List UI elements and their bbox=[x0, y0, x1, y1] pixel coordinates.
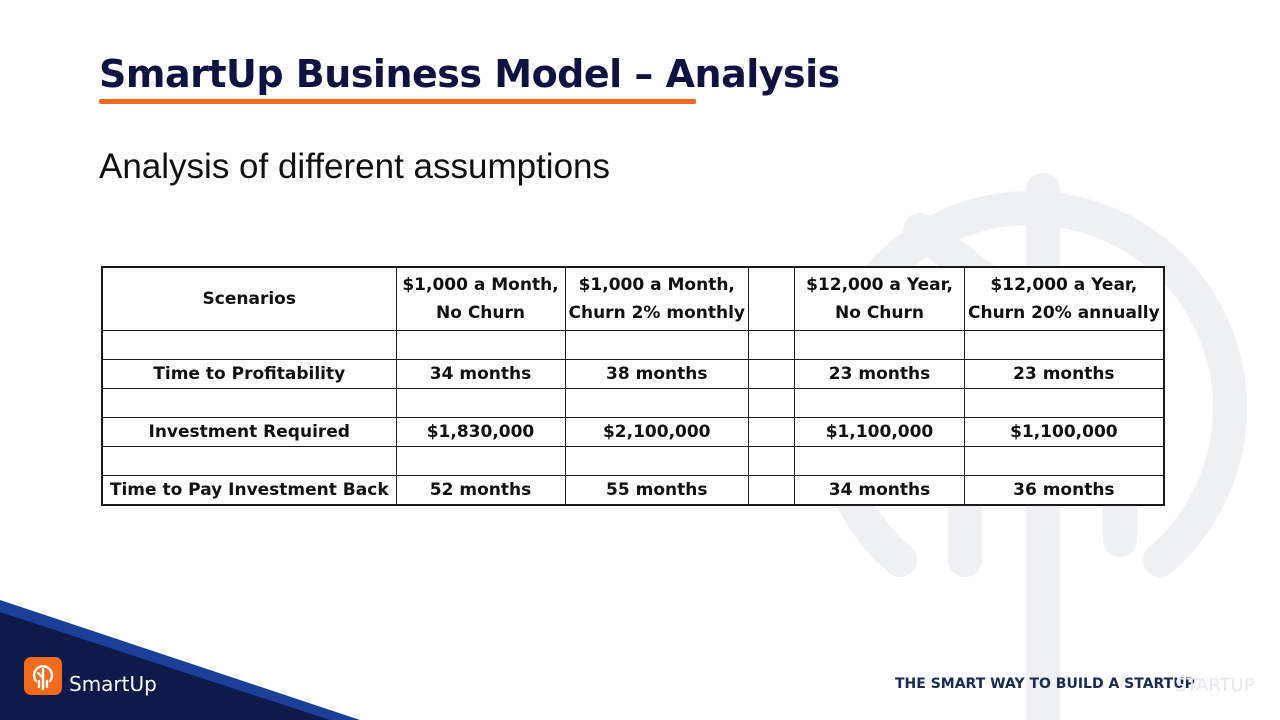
table-cell-gap bbox=[748, 417, 795, 447]
footer-tagline: THE SMART WAY TO BUILD A STARTUP bbox=[895, 676, 1195, 692]
page-subtitle: Analysis of different assumptions bbox=[99, 147, 611, 186]
header-col-1-line-1: $1,000 a Month, bbox=[402, 275, 559, 295]
header-gap bbox=[748, 266, 795, 331]
header-col-3-line-2: No Churn bbox=[835, 303, 924, 323]
page-title: SmartUp Business Model – Analysis bbox=[99, 52, 840, 96]
header-col-1-line-2: No Churn bbox=[436, 303, 525, 323]
table-row: Time to Pay Investment Back 52 months 55… bbox=[101, 475, 1165, 506]
table-cell-gap bbox=[748, 475, 795, 506]
table-cell: 52 months bbox=[395, 475, 566, 506]
header-col-1: $1,000 a Month, No Churn bbox=[395, 266, 566, 331]
table-spacer-row bbox=[101, 330, 1165, 360]
smartup-logo-icon bbox=[24, 657, 62, 695]
title-underline bbox=[99, 99, 696, 104]
row-label: Time to Pay Investment Back bbox=[101, 475, 397, 506]
header-col-4-line-2: Churn 20% annually bbox=[968, 303, 1160, 323]
table-spacer-row bbox=[101, 446, 1165, 476]
table-row: Time to Profitability 34 months 38 month… bbox=[101, 359, 1165, 389]
scenario-table-container: Scenarios $1,000 a Month, No Churn $1,00… bbox=[101, 266, 1165, 506]
row-label: Time to Profitability bbox=[101, 359, 397, 389]
table-cell: 23 months bbox=[963, 359, 1165, 389]
header-scenarios: Scenarios bbox=[101, 266, 397, 331]
table-cell: $1,830,000 bbox=[395, 417, 566, 447]
header-col-4-line-1: $12,000 a Year, bbox=[990, 275, 1138, 295]
table-cell: $1,100,000 bbox=[963, 417, 1165, 447]
header-col-2-line-2: Churn 2% monthly bbox=[568, 303, 746, 323]
footer-corner-shape bbox=[0, 600, 360, 720]
logo-text: SmartUp bbox=[69, 672, 157, 696]
table-cell: 34 months bbox=[794, 475, 965, 506]
footer-tagline-ghost: STARTUP bbox=[1175, 675, 1255, 696]
table-cell: $2,100,000 bbox=[564, 417, 749, 447]
header-col-4: $12,000 a Year, Churn 20% annually bbox=[963, 266, 1165, 331]
table-spacer-row bbox=[101, 388, 1165, 418]
scenario-table: Scenarios $1,000 a Month, No Churn $1,00… bbox=[101, 266, 1165, 506]
table-cell: 38 months bbox=[564, 359, 749, 389]
table-cell: 36 months bbox=[963, 475, 1165, 506]
header-col-2-line-1: $1,000 a Month, bbox=[578, 275, 735, 295]
table-cell: 23 months bbox=[794, 359, 965, 389]
header-col-3: $12,000 a Year, No Churn bbox=[794, 266, 965, 331]
table-cell-gap bbox=[748, 359, 795, 389]
header-col-3-line-1: $12,000 a Year, bbox=[806, 275, 953, 295]
table-row: Investment Required $1,830,000 $2,100,00… bbox=[101, 417, 1165, 447]
table-header-row: Scenarios $1,000 a Month, No Churn $1,00… bbox=[101, 266, 1165, 331]
table-cell: $1,100,000 bbox=[794, 417, 965, 447]
header-col-2: $1,000 a Month, Churn 2% monthly bbox=[564, 266, 749, 331]
table-cell: 34 months bbox=[395, 359, 566, 389]
table-cell: 55 months bbox=[564, 475, 749, 506]
row-label: Investment Required bbox=[101, 417, 397, 447]
